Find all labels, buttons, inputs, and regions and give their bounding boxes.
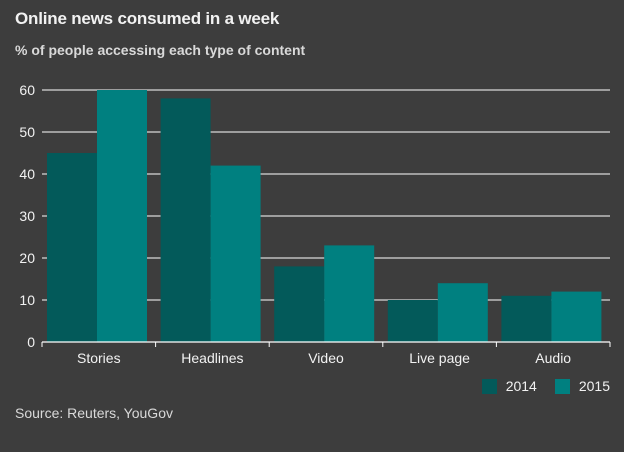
y-tick-label: 40 (19, 166, 35, 182)
legend-label-2015: 2015 (578, 378, 610, 394)
y-tick-label: 60 (19, 82, 35, 98)
y-tick-label: 0 (27, 334, 35, 350)
legend-swatch-2014 (481, 378, 497, 394)
chart-title: Online news consumed in a week (15, 9, 280, 28)
y-tick-label: 30 (19, 208, 35, 224)
chart-subtitle: % of people accessing each type of conte… (15, 42, 306, 58)
x-axis: Stories Headlines Video Live page Audio (41, 341, 611, 366)
bar-2015-live-page (437, 283, 488, 342)
y-tick-label: 10 (19, 292, 35, 308)
x-tick-label: Audio (535, 350, 571, 366)
x-tick-label: Headlines (181, 350, 243, 366)
x-tick-label: Stories (77, 350, 121, 366)
bar-2015-stories (97, 90, 147, 342)
bar-2015-video (324, 245, 375, 342)
legend-swatch-2015 (554, 378, 570, 394)
bar-2015-audio (551, 291, 602, 342)
y-axis-ticks: 0 10 20 30 40 50 60 (19, 82, 35, 350)
bar-2015-headlines (210, 165, 261, 342)
bar-2014-video (274, 266, 325, 342)
y-tick-label: 20 (19, 250, 35, 266)
bar-2014-live-page (387, 300, 438, 342)
legend: 2014 2015 (464, 378, 610, 394)
legend-item-2015: 2015 (554, 378, 610, 394)
bar-2014-headlines (160, 98, 211, 343)
source-note: Source: Reuters, YouGov (15, 405, 173, 421)
x-tick-label: Video (308, 350, 344, 366)
bar-2014-stories (47, 153, 97, 342)
bar-2014-audio (501, 295, 552, 342)
bars (47, 90, 602, 343)
y-tick-label: 50 (19, 124, 35, 140)
legend-label-2014: 2014 (505, 378, 537, 394)
legend-item-2014: 2014 (481, 378, 537, 394)
x-tick-label: Live page (409, 350, 470, 366)
